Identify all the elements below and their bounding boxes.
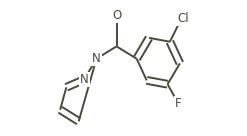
Text: O: O — [112, 9, 121, 22]
Text: N: N — [92, 52, 101, 65]
Text: F: F — [175, 97, 182, 110]
Text: Cl: Cl — [178, 12, 189, 25]
Text: N: N — [80, 73, 88, 86]
